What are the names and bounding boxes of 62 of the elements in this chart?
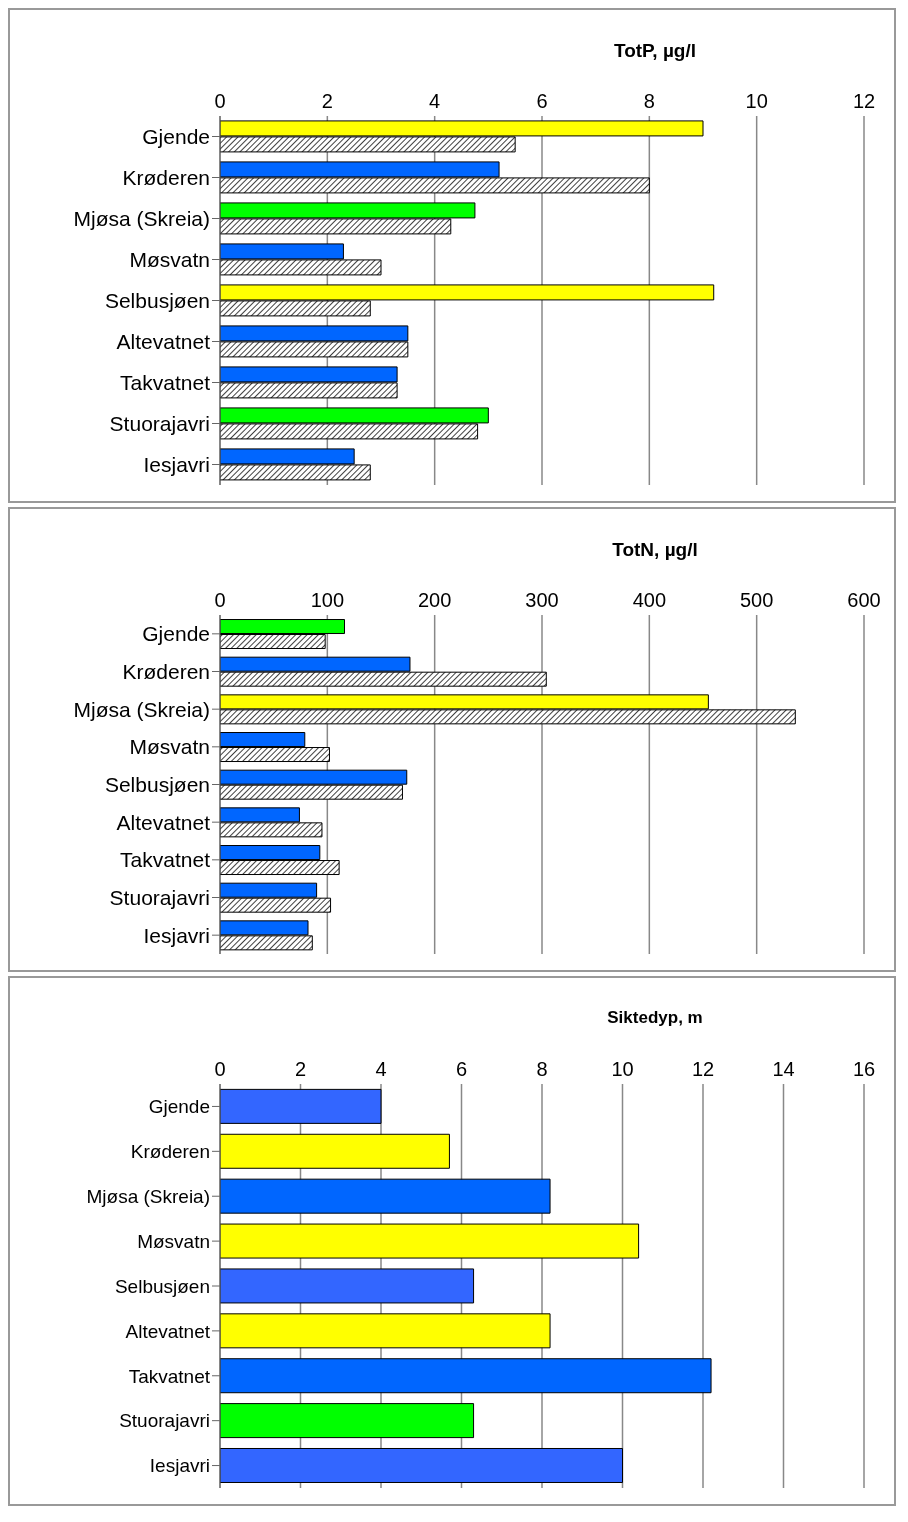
x-tick-label: 300 (525, 589, 559, 611)
y-tick-label: Møsvatn (137, 1230, 210, 1252)
x-tick-label: 4 (375, 1058, 387, 1080)
y-tick-label: Mjøsa (Skreia) (73, 206, 210, 230)
y-tick-label: Selbusjøen (104, 772, 210, 796)
y-tick-label: Iesjavri (143, 923, 210, 947)
y-tick-label: Gjende (142, 124, 210, 148)
x-tick-label: 0 (214, 1058, 226, 1080)
y-tick-label: Krøderen (130, 1141, 210, 1163)
x-tick-label: 4 (429, 90, 441, 112)
bar (220, 1448, 623, 1483)
x-tick-label: 100 (310, 589, 345, 611)
x-tick-label: 0 (214, 90, 226, 112)
y-tick-label: Iesjavri (143, 452, 210, 476)
y-tick-label: Møsvatn (129, 247, 210, 271)
y-tick-label: Mjøsa (Skreia) (73, 697, 210, 721)
y-tick-label: Altevatnet (125, 1320, 211, 1342)
x-tick-label: 16 (852, 1058, 876, 1080)
y-tick-label: Gjende (148, 1096, 210, 1118)
y-tick-label: Iesjavri (149, 1455, 210, 1477)
y-tick-label: Takvatnet (120, 848, 211, 872)
y-tick-label: Selbusjøen (104, 288, 210, 312)
y-tick-label: Takvatnet (120, 370, 211, 394)
y-tick-label: Selbusjøen (114, 1275, 210, 1297)
x-tick-label: 12 (691, 1058, 715, 1080)
x-tick-label: 400 (632, 589, 667, 611)
bar (220, 1403, 475, 1439)
x-tick-label: 6 (455, 1058, 468, 1080)
y-tick-label: Møsvatn (129, 735, 210, 759)
x-tick-label: 6 (536, 90, 548, 112)
y-tick-label: Mjøsa (Skreia) (86, 1185, 210, 1207)
y-tick-label: Altevatnet (116, 329, 211, 353)
bar (220, 1313, 551, 1349)
y-tick-label: Altevatnet (116, 810, 211, 834)
x-tick-label: 500 (739, 589, 774, 611)
y-tick-label: Stuorajavri (109, 411, 210, 435)
y-tick-label: Takvatnet (128, 1365, 211, 1387)
y-tick-label: Gjende (142, 622, 210, 646)
x-tick-label: 10 (611, 1058, 634, 1080)
y-tick-label: Stuorajavri (119, 1410, 210, 1432)
x-tick-label: 10 (745, 90, 768, 112)
x-tick-label: 200 (417, 589, 452, 611)
bar (220, 1358, 712, 1394)
y-tick-label: Krøderen (122, 165, 210, 189)
bar (220, 1133, 450, 1169)
bar (220, 1268, 475, 1304)
chart-title: TotP, µg/l (613, 40, 697, 62)
bar (220, 1223, 640, 1259)
chart-title: TotN, µg/l (611, 539, 699, 561)
bar (220, 1178, 551, 1214)
x-tick-label: 0 (214, 589, 226, 611)
y-tick-label: Stuorajavri (109, 885, 210, 909)
x-tick-label: 8 (536, 1058, 548, 1080)
bar (220, 1088, 382, 1124)
x-tick-label: 14 (772, 1058, 795, 1080)
x-tick-label: 600 (847, 589, 881, 611)
chart-title: Siktedyp, m (606, 1008, 704, 1028)
x-tick-label: 2 (294, 1058, 307, 1080)
x-tick-label: 12 (852, 90, 876, 112)
y-tick-label: Krøderen (122, 659, 210, 683)
x-tick-label: 2 (321, 90, 333, 112)
x-tick-label: 8 (643, 90, 655, 112)
